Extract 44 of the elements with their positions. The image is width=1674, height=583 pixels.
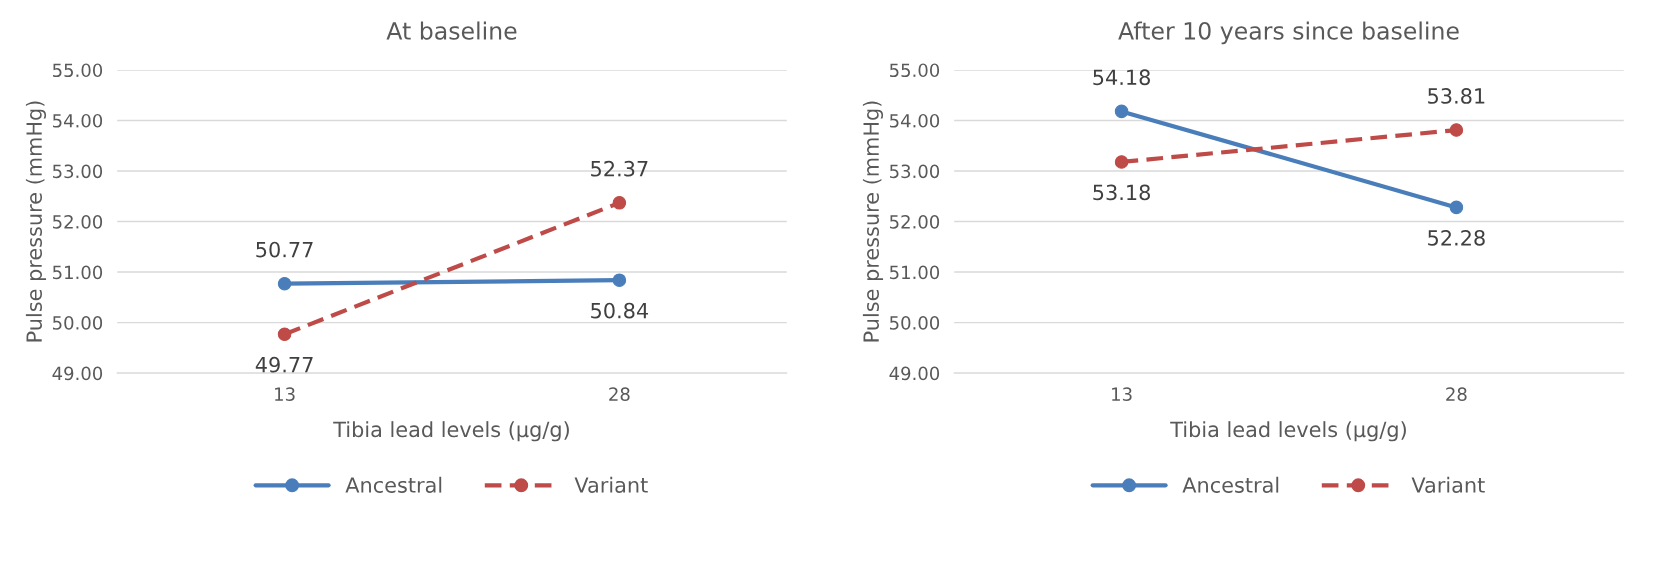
y-axis-title: Pulse pressure (mmHg): [25, 101, 47, 342]
data-label: 52.28: [1428, 229, 1485, 246]
x-tick-label: 13: [275, 387, 295, 401]
y-tick-label: 51.00: [53, 265, 103, 280]
x-axis-title: Tibia lead levels (µg/g): [1170, 421, 1406, 442]
x-tick-label: 28: [1446, 387, 1467, 401]
chart-title: After 10 years since baseline: [1118, 21, 1459, 45]
chart-title: At baseline: [386, 21, 517, 40]
x-tick-label: 28: [609, 387, 630, 401]
point: [277, 327, 292, 341]
y-tick-label: 55.00: [53, 63, 103, 78]
point: [1449, 123, 1464, 137]
point: [1449, 200, 1464, 215]
legend-label: Variant: [574, 476, 648, 493]
data-label: 53.18: [1093, 184, 1150, 201]
y-axis-title: Pulse pressure (mmHg): [862, 101, 884, 342]
y-tick-label: 53.00: [53, 164, 103, 179]
data-label: 53.81: [1428, 88, 1485, 104]
y-tick-label: 55.00: [890, 63, 940, 78]
data-label: 50.77: [256, 241, 313, 258]
legend-label: Ancestral: [345, 476, 442, 493]
data-label: 54.18: [1093, 69, 1150, 86]
data-label: 52.37: [591, 160, 648, 177]
data-label: 49.77: [255, 356, 313, 373]
y-tick-label: 54.00: [890, 113, 940, 128]
y-tick-label: 52.00: [53, 215, 103, 229]
y-tick-label: 50.00: [890, 316, 940, 330]
legend-label: Ancestral: [1182, 476, 1279, 493]
legend-label: Variant: [1411, 476, 1485, 493]
data-label: 50.84: [591, 302, 649, 319]
y-tick-label: 52.00: [890, 215, 940, 229]
point: [277, 276, 292, 291]
y-tick-label: 50.00: [53, 316, 103, 330]
y-tick-label: 53.00: [890, 164, 940, 179]
y-tick-label: 51.00: [890, 265, 940, 280]
x-tick-label: 13: [1112, 387, 1132, 401]
point: [612, 196, 627, 210]
point: [1114, 155, 1129, 169]
y-tick-label: 54.00: [53, 113, 103, 128]
point: [1114, 104, 1129, 119]
x-axis-title: Tibia lead levels (µg/g): [333, 421, 569, 442]
y-tick-label: 49.00: [889, 366, 940, 381]
y-tick-label: 49.00: [52, 366, 103, 381]
point: [612, 273, 627, 287]
